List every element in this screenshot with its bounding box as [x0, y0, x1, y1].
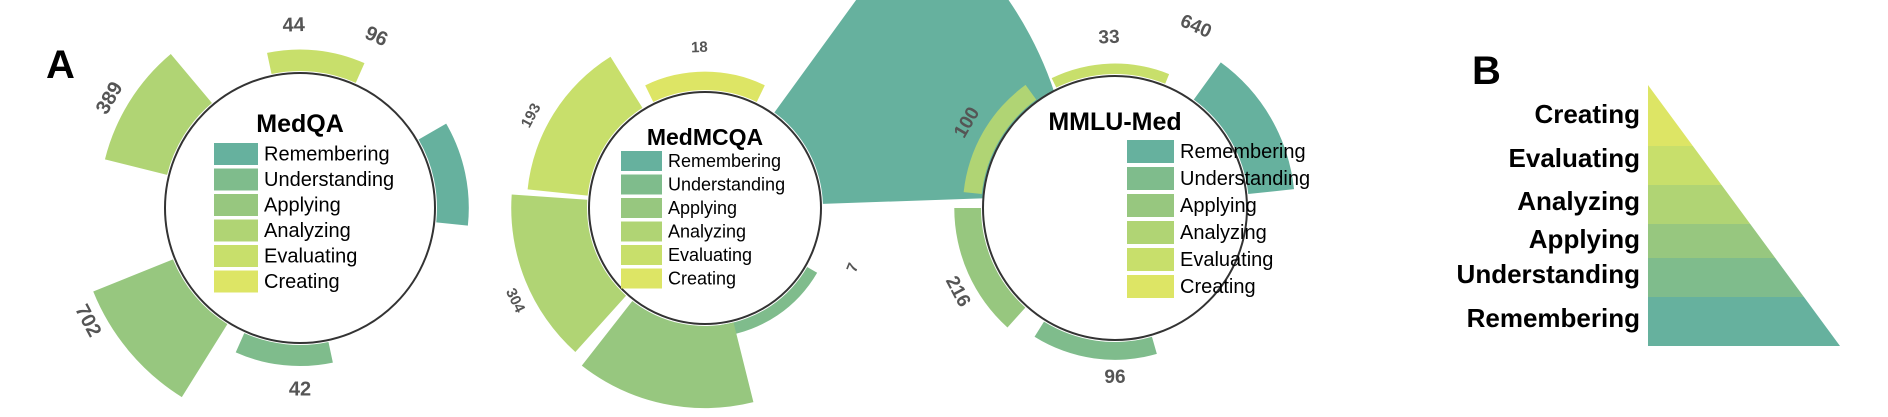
legend-label-remembering: Remembering: [264, 143, 390, 165]
value-label-understanding: 42: [289, 378, 311, 400]
pyramid-band-analyzing: [1648, 185, 1751, 224]
bar-analyzing: [511, 194, 627, 352]
bar-creating: [645, 71, 765, 102]
legend-label-understanding: Understanding: [1180, 168, 1310, 190]
legend-swatch-evaluating: [214, 245, 258, 267]
legend-label-analyzing: Analyzing: [1180, 222, 1267, 244]
legend-label-applying: Applying: [668, 198, 737, 218]
legend-label-understanding: Understanding: [264, 169, 394, 191]
legend-swatch-creating: [1127, 275, 1174, 298]
legend-swatch-remembering: [1127, 140, 1174, 163]
radial-charts: 964270238944MedQARememberingUnderstandin…: [70, 0, 1310, 409]
panel-a-letter: A: [46, 43, 75, 87]
legend-swatch-understanding: [214, 168, 258, 191]
bloom-pyramid: Creating Evaluating Analyzing Applying Under…: [1457, 85, 1840, 346]
legend-label-applying: Applying: [1180, 195, 1257, 217]
legend-label-remembering: Remembering: [668, 151, 781, 171]
inner-circle: [982, 75, 1248, 341]
legend-label-evaluating: Evaluating: [264, 245, 357, 267]
legend-swatch-evaluating: [1127, 248, 1174, 271]
value-label-understanding: 96: [1104, 367, 1125, 388]
pyramid-label-creating: Creating: [1535, 99, 1640, 129]
legend-swatch-applying: [214, 194, 258, 216]
legend-swatch-analyzing: [621, 221, 662, 242]
pyramid-label-analyzing: Analyzing: [1517, 186, 1640, 216]
legend-swatch-evaluating: [621, 245, 662, 265]
value-label-evaluating: 33: [1098, 27, 1120, 49]
bar-applying: [954, 208, 1026, 328]
legend-label-creating: Creating: [264, 271, 340, 293]
chart-title: MMLU-Med: [1048, 108, 1181, 136]
value-label-creating: 18: [691, 39, 708, 57]
panel-b-letter: B: [1472, 49, 1501, 93]
legend-label-analyzing: Analyzing: [264, 220, 351, 242]
pyramid-band-remembering: [1648, 297, 1840, 346]
bar-analyzing: [104, 54, 212, 175]
radial-chart-0: 964270238944MedQARememberingUnderstandin…: [70, 14, 469, 400]
value-label-applying: 216: [941, 273, 974, 311]
legend-label-creating: Creating: [1180, 276, 1256, 298]
legend-swatch-understanding: [621, 174, 662, 195]
legend-swatch-applying: [621, 198, 662, 218]
legend-swatch-analyzing: [214, 219, 258, 242]
pyramid-band-applying: [1648, 224, 1776, 258]
pyramid-label-remembering: Remembering: [1467, 303, 1640, 333]
legend-swatch-creating: [214, 270, 258, 293]
pyramid-label-applying: Applying: [1529, 224, 1640, 254]
legend-label-evaluating: Evaluating: [668, 245, 752, 265]
legend-swatch-understanding: [1127, 167, 1174, 190]
legend-swatch-remembering: [621, 151, 662, 171]
bar-evaluating: [527, 56, 643, 196]
pyramid-band-creating: [1648, 85, 1693, 146]
radial-chart-2: 6409621610033MMLU-MedRememberingUndersta…: [941, 11, 1310, 388]
value-label-remembering: 640: [1177, 11, 1215, 43]
value-label-remembering: 96: [362, 22, 391, 51]
legend-label-understanding: Understanding: [668, 174, 785, 194]
bar-remembering: [418, 123, 469, 226]
bar-understanding: [1034, 321, 1157, 360]
value-label-evaluating: 44: [282, 14, 306, 37]
bar-applying: [93, 259, 228, 398]
pyramid-band-understanding: [1648, 258, 1804, 297]
legend-swatch-analyzing: [1127, 221, 1174, 244]
chart-title: MedMCQA: [647, 124, 763, 150]
chart-title: MedQA: [256, 110, 344, 138]
pyramid-label-evaluating: Evaluating: [1509, 143, 1640, 173]
inner-circle: [588, 91, 822, 325]
bar-understanding: [235, 333, 333, 367]
pyramid-label-understanding: Understanding: [1457, 259, 1640, 289]
bar-evaluating: [267, 49, 365, 83]
legend-label-analyzing: Analyzing: [668, 221, 746, 241]
value-label-evaluating: 193: [518, 101, 545, 131]
value-label-understanding: 7: [843, 261, 862, 275]
legend-swatch-creating: [621, 268, 662, 289]
legend-swatch-applying: [1127, 194, 1174, 217]
pyramid-band-evaluating: [1648, 146, 1722, 185]
legend-label-remembering: Remembering: [1180, 141, 1306, 163]
legend-label-creating: Creating: [668, 268, 736, 288]
value-label-analyzing: 389: [92, 78, 128, 118]
bar-applying: [581, 300, 754, 409]
legend-swatch-remembering: [214, 143, 258, 165]
bar-evaluating: [1051, 63, 1170, 88]
legend-label-applying: Applying: [264, 194, 341, 216]
bar-remembering: [1193, 62, 1295, 194]
bar-analyzing: [963, 84, 1037, 194]
value-label-analyzing: 304: [502, 286, 529, 317]
legend-label-evaluating: Evaluating: [1180, 249, 1273, 271]
bar-understanding: [721, 267, 818, 337]
